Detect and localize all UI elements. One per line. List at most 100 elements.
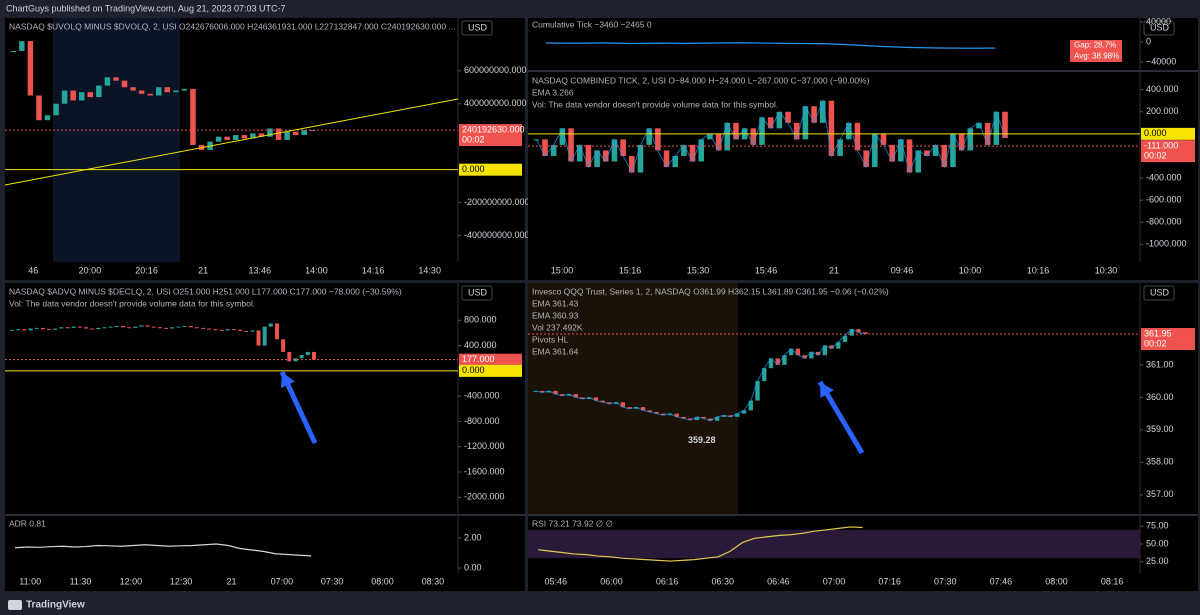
price-tag-time: 00:02	[1144, 150, 1167, 160]
candle	[620, 139, 626, 156]
candle	[714, 416, 720, 421]
candle	[728, 415, 733, 417]
price-tag-label: 177.000	[462, 354, 495, 364]
price-tag-label: 0.000	[1144, 128, 1167, 138]
candle	[613, 402, 619, 404]
candle	[250, 133, 256, 139]
logo	[8, 600, 22, 610]
candle	[70, 90, 76, 101]
candle	[78, 92, 85, 101]
axis-label: 50.00	[1146, 538, 1169, 548]
candle	[181, 88, 188, 91]
time-label: 15:46	[755, 265, 778, 275]
legend: Invesco QQQ Trust, Series 1, 2, NASDAQ O…	[532, 286, 889, 296]
candle	[53, 328, 58, 330]
time-label: 10:16	[1027, 265, 1050, 275]
price-tag-label: 361.95	[1144, 328, 1172, 338]
candle	[36, 95, 42, 121]
sub-legend: Cumulative Tick −3460 −2465 0	[532, 19, 652, 29]
time-label: 14:16	[362, 265, 385, 275]
candle	[600, 400, 605, 403]
stat-tag	[1070, 51, 1122, 62]
candle	[244, 331, 249, 333]
time-label: 21	[226, 576, 236, 586]
axis-label: 75.00	[1146, 521, 1169, 531]
axis-label: -800.000	[1146, 217, 1182, 227]
currency-button	[1143, 285, 1175, 301]
candle	[707, 133, 713, 140]
trend-line	[4, 98, 459, 186]
candle	[836, 342, 841, 349]
axis-label: 0.00	[464, 562, 482, 572]
candle	[546, 390, 551, 393]
sub-legend: RSI 73.21 73.92 ∅ ∅	[532, 518, 614, 528]
axis-label: -1600.000	[464, 466, 505, 476]
candle	[550, 144, 557, 156]
time-label: 08:30	[422, 576, 445, 586]
candle	[654, 411, 659, 414]
legend: NASDAQ $ADVQ MINUS $DECLQ, 2, USI O251.0…	[9, 286, 402, 296]
time-label: 10:00	[959, 265, 982, 275]
candle	[809, 351, 814, 359]
candle	[941, 144, 948, 167]
price-tag	[1141, 328, 1195, 351]
candle	[301, 130, 307, 136]
candle	[231, 329, 236, 331]
candle	[560, 394, 565, 396]
candle	[594, 150, 600, 167]
candle	[667, 413, 673, 416]
candle	[750, 128, 757, 145]
candle	[681, 144, 687, 156]
candle	[607, 402, 612, 404]
candle	[10, 329, 15, 331]
time-label: 09:46	[891, 265, 914, 275]
time-label: 07:30	[321, 576, 344, 586]
candle	[849, 329, 854, 336]
ema-line	[535, 328, 866, 422]
candle	[587, 397, 592, 399]
legend: NASDAQ COMBINED TICK, 2, USI O−84.000 H−…	[532, 75, 870, 85]
axis-label: -400.000	[1146, 172, 1182, 182]
candle	[77, 326, 82, 328]
candle	[793, 122, 800, 140]
currency: USD	[468, 287, 488, 297]
candle	[640, 407, 646, 411]
candle	[932, 144, 939, 156]
candle	[795, 348, 801, 356]
candle	[284, 131, 290, 140]
arrow-head	[280, 372, 295, 388]
axis-label: 358.00	[1146, 457, 1174, 467]
candle	[71, 326, 76, 328]
candle	[837, 139, 843, 156]
candle	[647, 410, 652, 412]
candle	[59, 327, 64, 329]
axis-label: 40000	[1146, 16, 1171, 26]
legend: EMA 3.266	[532, 87, 574, 97]
candle	[262, 326, 267, 346]
time-label: 06:16	[656, 576, 679, 586]
candle	[672, 155, 678, 167]
candle	[637, 144, 644, 173]
axis-label: -600.000	[1146, 195, 1182, 205]
candle	[194, 327, 199, 329]
candle	[694, 416, 700, 421]
candle	[768, 358, 774, 369]
sub-legend: ADR 0.81	[9, 518, 46, 528]
candle	[90, 328, 95, 330]
price-tag	[1141, 127, 1195, 140]
time-label: 11:00	[19, 576, 41, 586]
time-label: 21	[829, 265, 839, 275]
candle	[281, 339, 286, 352]
candle	[96, 85, 102, 98]
candle	[634, 407, 639, 409]
candle	[539, 390, 545, 393]
candle	[889, 144, 895, 162]
candle	[802, 355, 807, 359]
candle	[19, 41, 25, 51]
candle	[61, 90, 68, 104]
candle	[138, 90, 145, 94]
arrow-head	[820, 382, 834, 398]
candle	[688, 418, 693, 421]
candle	[898, 139, 904, 162]
axis-label: -1000.000	[1146, 239, 1187, 249]
